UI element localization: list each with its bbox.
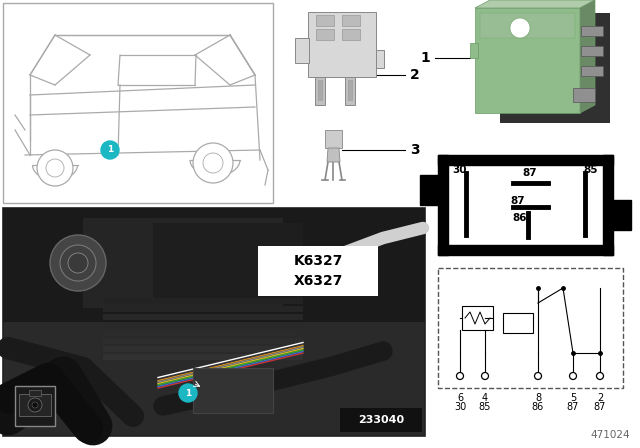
Bar — [503, 313, 533, 333]
Circle shape — [456, 372, 463, 379]
Bar — [470, 43, 478, 58]
Bar — [603, 155, 613, 255]
Bar — [29, 390, 41, 396]
Bar — [83, 218, 283, 308]
Circle shape — [570, 372, 577, 379]
Text: 1: 1 — [420, 51, 430, 65]
Bar — [3, 3, 273, 203]
Circle shape — [68, 253, 88, 273]
Bar — [318, 80, 322, 100]
Bar — [462, 306, 493, 330]
Bar — [103, 314, 303, 320]
Text: 1: 1 — [185, 388, 191, 397]
Bar — [316, 15, 334, 26]
FancyBboxPatch shape — [475, 8, 580, 113]
Text: 2: 2 — [410, 68, 420, 82]
Bar — [3, 208, 425, 436]
Bar — [103, 306, 303, 312]
Bar — [103, 354, 303, 360]
Bar — [345, 77, 355, 105]
Bar — [376, 50, 384, 68]
Bar — [581, 46, 603, 56]
Bar — [103, 346, 303, 352]
Text: 87: 87 — [567, 402, 579, 412]
Text: 233040: 233040 — [358, 415, 404, 425]
Text: 471024: 471024 — [590, 430, 630, 440]
Bar — [193, 368, 273, 413]
Circle shape — [50, 235, 106, 291]
Bar — [19, 394, 51, 416]
Bar — [340, 408, 422, 432]
Bar — [438, 245, 613, 255]
Polygon shape — [327, 148, 340, 162]
Bar — [342, 29, 360, 40]
Text: 5: 5 — [570, 393, 576, 403]
Bar — [103, 322, 303, 328]
Bar — [308, 12, 376, 77]
Bar — [342, 15, 360, 26]
Bar — [438, 155, 448, 255]
Circle shape — [534, 372, 541, 379]
Circle shape — [46, 159, 64, 177]
Bar — [258, 246, 378, 296]
Bar — [581, 66, 603, 76]
Text: 8: 8 — [535, 393, 541, 403]
Bar — [103, 330, 303, 336]
Text: 4: 4 — [482, 393, 488, 403]
Text: 86: 86 — [513, 213, 527, 223]
Circle shape — [179, 384, 197, 402]
Polygon shape — [325, 130, 342, 148]
Text: 1: 1 — [107, 146, 113, 155]
Bar — [480, 13, 575, 38]
Circle shape — [32, 402, 38, 408]
Polygon shape — [580, 0, 595, 113]
Bar — [438, 155, 613, 165]
Text: 85: 85 — [479, 402, 491, 412]
Text: 85: 85 — [584, 165, 598, 175]
Bar — [348, 80, 352, 100]
Circle shape — [481, 372, 488, 379]
Circle shape — [193, 143, 233, 183]
Bar — [103, 338, 303, 344]
Circle shape — [37, 150, 73, 186]
Bar — [295, 38, 309, 63]
Circle shape — [28, 398, 42, 412]
Text: 6: 6 — [457, 393, 463, 403]
Bar — [103, 298, 303, 304]
Text: 30: 30 — [452, 165, 467, 175]
Text: K6327: K6327 — [293, 254, 342, 268]
Bar — [420, 175, 438, 205]
Circle shape — [596, 372, 604, 379]
Text: 87: 87 — [594, 402, 606, 412]
Text: X6327: X6327 — [293, 274, 342, 288]
Bar — [613, 200, 631, 230]
Text: 30: 30 — [454, 402, 466, 412]
Circle shape — [203, 153, 223, 173]
Text: 87: 87 — [523, 168, 538, 178]
Text: 86: 86 — [532, 402, 544, 412]
Bar — [316, 29, 334, 40]
Polygon shape — [475, 0, 595, 8]
Bar — [500, 13, 610, 123]
Circle shape — [510, 18, 530, 38]
Bar — [438, 268, 623, 388]
Text: 87: 87 — [511, 196, 525, 206]
Bar — [15, 386, 55, 426]
Bar — [573, 88, 595, 102]
Bar — [153, 223, 303, 303]
Circle shape — [101, 141, 119, 159]
Bar — [581, 26, 603, 36]
Text: 3: 3 — [410, 143, 420, 157]
Bar — [315, 77, 325, 105]
Bar — [438, 155, 613, 255]
Bar — [3, 208, 425, 322]
Text: 2: 2 — [597, 393, 603, 403]
Circle shape — [60, 245, 96, 281]
